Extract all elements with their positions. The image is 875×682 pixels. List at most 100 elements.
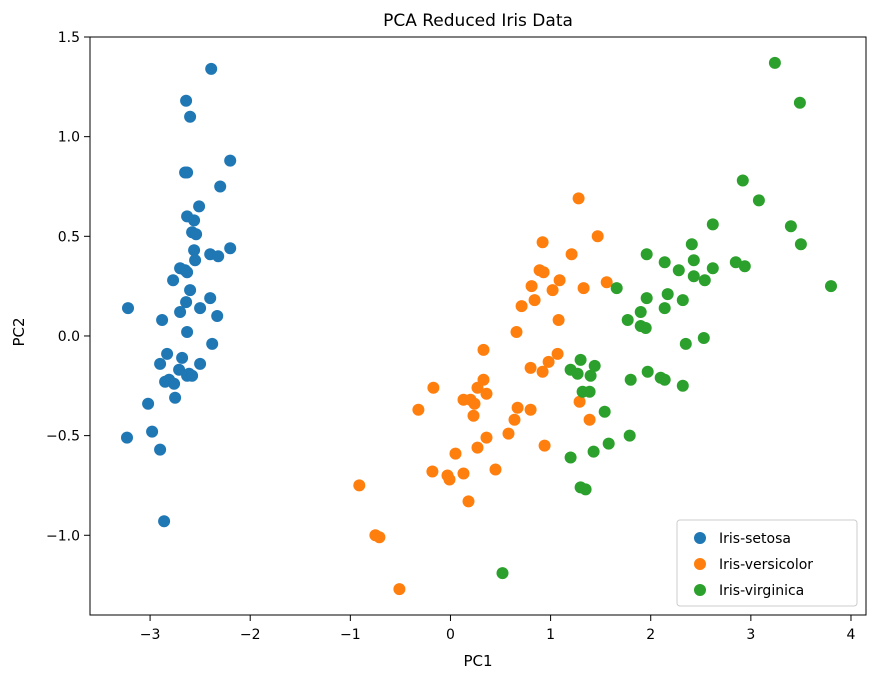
data-point-2 xyxy=(528,294,541,307)
x-axis-label: PC1 xyxy=(463,652,492,670)
data-point-3 xyxy=(676,379,689,392)
data-point-3 xyxy=(602,437,615,450)
data-point-2 xyxy=(583,413,596,426)
data-point-2 xyxy=(412,403,425,416)
data-point-2 xyxy=(427,381,440,394)
data-point-2 xyxy=(525,280,538,293)
data-point-2 xyxy=(538,439,551,452)
data-point-3 xyxy=(623,429,636,442)
data-point-1 xyxy=(193,200,206,213)
y-tick-label: −0.5 xyxy=(46,429,80,445)
data-point-1 xyxy=(184,284,197,297)
data-point-3 xyxy=(685,238,698,251)
plot-area xyxy=(121,56,837,596)
data-point-1 xyxy=(121,431,133,444)
data-point-1 xyxy=(142,397,155,410)
data-point-1 xyxy=(188,214,201,227)
data-point-2 xyxy=(591,230,604,243)
data-point-1 xyxy=(190,228,203,241)
data-point-2 xyxy=(508,413,521,426)
data-point-2 xyxy=(489,463,502,476)
data-point-3 xyxy=(687,254,700,267)
y-axis-label: PC2 xyxy=(10,317,28,346)
data-point-2 xyxy=(467,409,480,422)
chart-title: PCA Reduced Iris Data xyxy=(383,11,573,31)
data-point-3 xyxy=(794,238,807,251)
data-point-3 xyxy=(793,96,806,109)
legend-box xyxy=(676,519,858,607)
data-point-3 xyxy=(676,294,689,307)
data-point-2 xyxy=(565,248,578,261)
data-point-2 xyxy=(536,365,549,378)
data-point-3 xyxy=(661,288,674,301)
data-point-3 xyxy=(736,174,749,187)
data-point-1 xyxy=(194,357,207,370)
y-tick-label: 0.5 xyxy=(58,229,80,245)
data-point-2 xyxy=(552,314,565,326)
data-point-2 xyxy=(449,447,462,460)
legend-label: Iris-virginica xyxy=(719,583,804,599)
data-point-3 xyxy=(640,248,653,261)
data-point-1 xyxy=(146,425,159,438)
data-point-3 xyxy=(496,567,509,580)
data-point-2 xyxy=(600,276,613,289)
data-point-2 xyxy=(551,347,564,360)
data-point-3 xyxy=(571,367,584,380)
data-point-3 xyxy=(574,353,587,366)
x-tick-label: 3 xyxy=(746,627,755,643)
data-point-3 xyxy=(634,306,647,318)
y-tick-label: 1.0 xyxy=(58,130,80,146)
data-point-3 xyxy=(564,451,577,464)
data-point-1 xyxy=(122,302,134,315)
data-point-2 xyxy=(536,236,549,249)
data-point-1 xyxy=(168,377,181,390)
data-point-1 xyxy=(212,250,225,263)
data-point-1 xyxy=(186,369,199,382)
plot-frame xyxy=(89,36,867,616)
data-point-2 xyxy=(393,583,406,596)
x-tick-label: 4 xyxy=(847,627,856,643)
data-point-3 xyxy=(752,194,765,207)
data-point-2 xyxy=(510,326,523,338)
data-point-2 xyxy=(577,282,590,295)
legend-marker xyxy=(694,584,706,596)
data-point-2 xyxy=(524,403,537,416)
data-point-1 xyxy=(159,375,172,388)
data-point-1 xyxy=(205,62,218,75)
legend: Iris-setosa Iris-versicolor Iris-virginica xyxy=(676,519,858,607)
data-point-3 xyxy=(738,260,751,273)
data-point-2 xyxy=(353,479,366,492)
data-point-3 xyxy=(672,264,685,277)
data-point-2 xyxy=(515,300,528,313)
data-point-3 xyxy=(658,373,671,386)
legend-label: Iris-versicolor xyxy=(719,557,813,573)
data-point-2 xyxy=(572,192,585,205)
x-tick-label: 1 xyxy=(546,627,555,643)
data-point-1 xyxy=(180,296,193,309)
data-point-3 xyxy=(640,292,653,305)
data-point-2 xyxy=(573,395,586,408)
data-point-3 xyxy=(658,302,671,315)
legend-marker xyxy=(694,558,706,570)
data-point-3 xyxy=(588,359,601,372)
data-point-2 xyxy=(546,284,559,297)
x-tick-label: 2 xyxy=(646,627,655,643)
data-point-3 xyxy=(706,218,719,231)
data-point-1 xyxy=(184,110,197,123)
data-point-2 xyxy=(502,427,515,440)
data-point-2 xyxy=(553,274,566,287)
data-point-3 xyxy=(584,369,597,382)
data-point-1 xyxy=(154,443,167,456)
data-point-2 xyxy=(443,473,456,486)
data-point-2 xyxy=(477,343,490,356)
data-point-1 xyxy=(189,254,202,267)
y-tick-label: −1.0 xyxy=(46,528,80,544)
data-point-2 xyxy=(524,361,537,374)
data-point-2 xyxy=(471,441,484,454)
x-tick-label: 0 xyxy=(446,627,455,643)
data-point-1 xyxy=(174,306,187,318)
data-point-3 xyxy=(598,405,611,418)
y-tick-label: 1.5 xyxy=(58,30,80,46)
data-point-3 xyxy=(706,262,719,275)
